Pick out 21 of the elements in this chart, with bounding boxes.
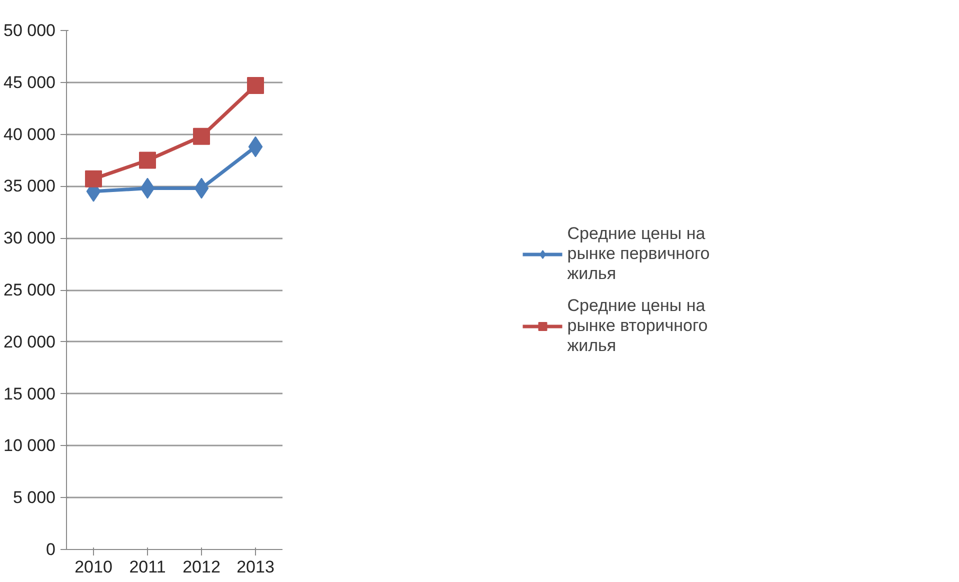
x-tick-label: 2013 <box>236 558 274 576</box>
y-tick-label: 45 000 <box>4 72 56 92</box>
y-tick-label: 10 000 <box>4 436 56 456</box>
point <box>85 170 102 188</box>
x-tick-label: 2011 <box>129 558 166 576</box>
y-tick-label: 25 000 <box>4 280 56 300</box>
point <box>247 77 264 94</box>
y-tick-label: 35 000 <box>4 176 56 196</box>
legend-label: Средние цены на рынке вторичного жилья <box>567 296 708 356</box>
y-tick-label: 40 000 <box>4 124 56 144</box>
x-tick-label: 2012 <box>182 558 220 576</box>
y-tick-label: 20 000 <box>4 332 56 352</box>
y-tick-label: 0 <box>46 540 56 559</box>
point <box>193 128 210 145</box>
legend-label: Средние цены на рынке первичного жилья <box>567 224 710 284</box>
y-tick-label: 15 000 <box>4 384 56 404</box>
y-tick-label: 5 000 <box>12 488 56 508</box>
x-tick-label: 2010 <box>74 558 112 576</box>
y-tick-label: 30 000 <box>4 228 56 248</box>
point <box>139 152 156 169</box>
y-tick-label: 50 000 <box>4 21 56 40</box>
